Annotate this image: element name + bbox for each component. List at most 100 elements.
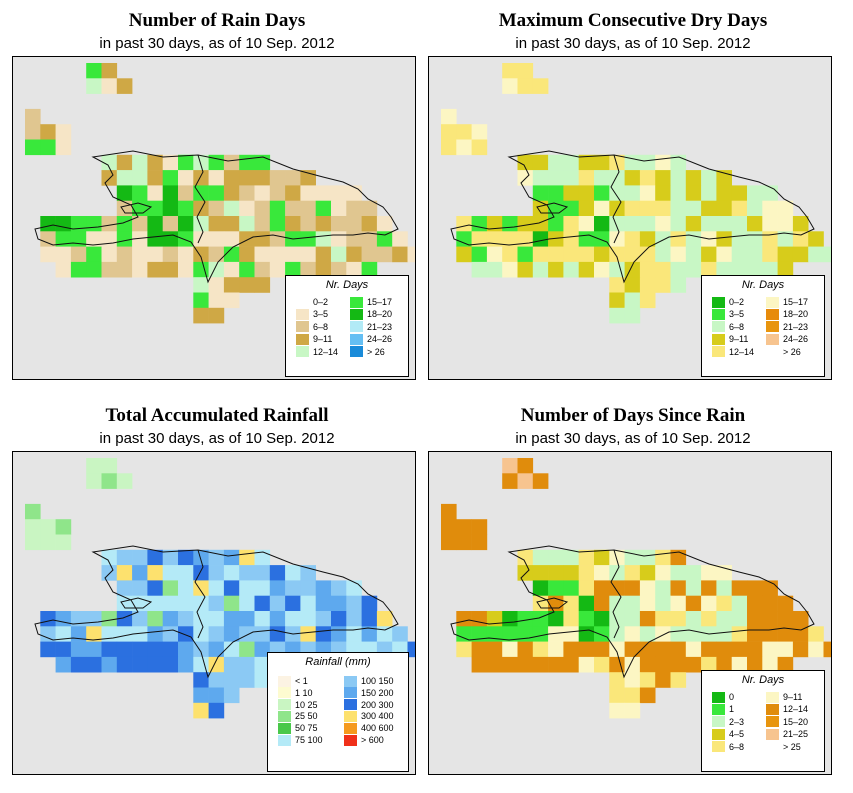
grid-cell: [456, 231, 472, 247]
grid-cell: [624, 231, 641, 247]
grid-cell: [471, 231, 488, 247]
grid-cell: [471, 124, 488, 140]
legend-swatch: [712, 296, 725, 308]
grid-cell: [300, 611, 316, 627]
grid-cell: [486, 641, 503, 658]
grid-cell: [517, 216, 534, 232]
grid-cell: [594, 656, 610, 673]
grid-cell: [223, 626, 240, 642]
grid-cell: [502, 458, 518, 474]
grid-cell: [670, 656, 687, 673]
grid-cell: [193, 565, 209, 581]
grid-cell: [747, 656, 763, 673]
grid-cell: [86, 626, 102, 642]
grid-cell: [762, 200, 778, 217]
grid-cell: [639, 277, 656, 293]
grid-cell: [376, 216, 393, 232]
grid-cell: [762, 656, 778, 673]
grid-cell: [392, 626, 408, 642]
grid-cell: [471, 519, 488, 535]
grid-cell: [315, 231, 332, 247]
grid-cell: [346, 611, 362, 627]
legend: Nr. Days 0 1 2–3 4–5 6–8 9–11 12–14 15–20 21–25 >…: [701, 670, 825, 772]
legend-entry: > 25: [766, 741, 801, 753]
legend-label: 400 600: [361, 723, 394, 734]
grid-cell: [239, 549, 255, 566]
grid-cell: [178, 216, 194, 232]
grid-cell: [563, 580, 579, 596]
grid-cell: [223, 292, 240, 309]
grid-cell: [639, 231, 656, 247]
grid-cell: [132, 580, 148, 596]
grid-cell: [116, 611, 133, 627]
grid-cell: [239, 277, 255, 293]
grid-cell: [441, 534, 457, 551]
legend-entry: 21–23: [350, 321, 392, 333]
grid-cell: [532, 246, 549, 263]
grid-cell: [548, 626, 564, 642]
legend-swatch: [344, 675, 357, 687]
legend-swatch: [344, 734, 357, 746]
grid-cell: [361, 246, 378, 263]
grid-cell: [178, 549, 194, 566]
grid-cell: [548, 656, 564, 673]
grid-cell: [193, 611, 209, 627]
legend-label: 50 75: [295, 723, 318, 734]
grid-cell: [639, 200, 656, 217]
grid-cell: [208, 292, 225, 309]
legend-label: 150 200: [361, 687, 394, 698]
grid-cell: [254, 170, 271, 186]
grid-cell: [116, 170, 133, 186]
grid-cell: [132, 641, 148, 658]
legend-entry: 6–8: [712, 741, 744, 753]
grid-cell: [269, 231, 286, 247]
grid-cell: [208, 641, 225, 658]
map-days-since-rain: Nr. Days 0 1 2–3 4–5 6–8 9–11 12–14 15–20 21–25 >…: [428, 451, 832, 775]
grid-cell: [193, 216, 209, 232]
grid-cell: [639, 549, 656, 566]
grid-cell: [502, 641, 518, 658]
grid-cell: [132, 231, 148, 247]
grid-cell: [346, 595, 362, 612]
grid-cell: [747, 261, 763, 278]
grid-cell: [55, 656, 72, 673]
coastline: [450, 150, 815, 284]
legend-label: 4–5: [729, 729, 745, 740]
grid-cell: [101, 626, 118, 642]
legend-swatch: [350, 333, 363, 345]
grid-cell: [777, 656, 794, 673]
grid-cell: [116, 626, 133, 642]
grid-cell: [208, 611, 225, 627]
grid-cell: [548, 200, 564, 217]
grid-cell: [747, 641, 763, 658]
legend-swatch: [766, 333, 779, 345]
grid-cell: [269, 595, 286, 612]
grid-cell: [471, 534, 488, 551]
grid-cell: [502, 626, 518, 642]
panel-title: Number of Days Since Rain: [520, 405, 746, 426]
grid-cell: [300, 246, 316, 263]
grid-cell: [25, 534, 41, 551]
grid-cell: [86, 63, 102, 79]
grid-cell: [548, 595, 564, 612]
grid-cell: [239, 565, 255, 581]
grid-cell: [532, 580, 549, 596]
legend-swatch: [278, 699, 291, 711]
grid-cell: [624, 246, 641, 263]
grid-cell: [208, 702, 225, 719]
grid-cell: [486, 261, 503, 278]
grid-cell: [563, 231, 579, 247]
grid-cell: [792, 626, 809, 642]
grid-cell: [456, 641, 472, 658]
grid-cell: [162, 216, 179, 232]
grid-cell: [70, 216, 87, 232]
legend-label: 0: [729, 692, 735, 702]
grid-cell: [285, 595, 301, 612]
grid-cell: [639, 185, 656, 201]
grid-cell: [532, 549, 549, 566]
legend-entry: 400 600: [344, 722, 394, 734]
grid-cell: [517, 78, 534, 94]
grid-cell: [285, 580, 301, 596]
grid-cell: [685, 170, 702, 186]
legend-swatch: [712, 703, 725, 715]
